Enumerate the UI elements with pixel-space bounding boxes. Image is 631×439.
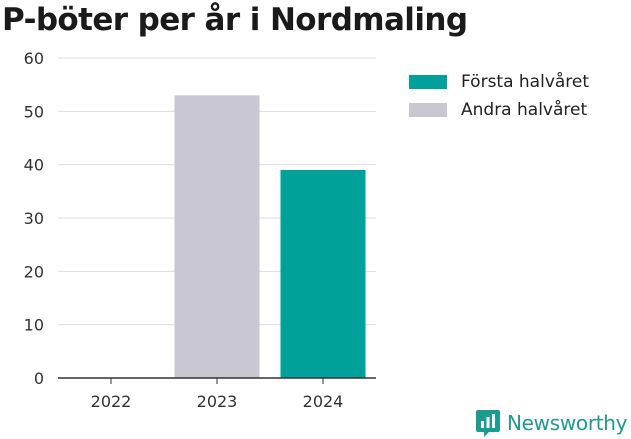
chart-title: P-böter per år i Nordmaling bbox=[2, 2, 468, 38]
y-axis-ticks: 0 10 20 30 40 50 60 bbox=[24, 49, 44, 388]
x-tick-label: 2023 bbox=[197, 392, 238, 411]
y-tick-label: 0 bbox=[34, 369, 44, 388]
legend-label-andra-halvaret: Andra halvåret bbox=[461, 100, 588, 120]
legend-label-forsta-halvaret: Första halvåret bbox=[461, 72, 590, 92]
x-axis-ticks: 2022 2023 2024 bbox=[91, 378, 344, 411]
legend-swatch-andra-halvaret bbox=[409, 103, 447, 117]
y-tick-label: 50 bbox=[24, 102, 44, 121]
bar-2024-f-rsta-halv-ret bbox=[280, 170, 366, 378]
y-tick-label: 60 bbox=[24, 49, 44, 68]
y-tick-label: 10 bbox=[24, 316, 44, 335]
newsworthy-logo-icon bbox=[476, 410, 500, 437]
x-tick-label: 2022 bbox=[91, 392, 132, 411]
y-tick-label: 40 bbox=[24, 156, 44, 175]
x-tick-label: 2024 bbox=[303, 392, 344, 411]
brand-name: Newsworthy bbox=[507, 411, 628, 435]
bar-2023-andra-halv-ret bbox=[174, 95, 260, 378]
y-tick-label: 30 bbox=[24, 209, 44, 228]
legend-swatch-forsta-halvaret bbox=[409, 75, 447, 89]
brand-logo: Newsworthy bbox=[475, 408, 628, 438]
legend: Första halvåret Andra halvåret bbox=[409, 68, 589, 124]
legend-item-forsta-halvaret: Första halvåret bbox=[409, 68, 589, 96]
legend-item-andra-halvaret: Andra halvåret bbox=[409, 96, 589, 124]
bars bbox=[174, 95, 366, 378]
y-tick-label: 20 bbox=[24, 262, 44, 281]
